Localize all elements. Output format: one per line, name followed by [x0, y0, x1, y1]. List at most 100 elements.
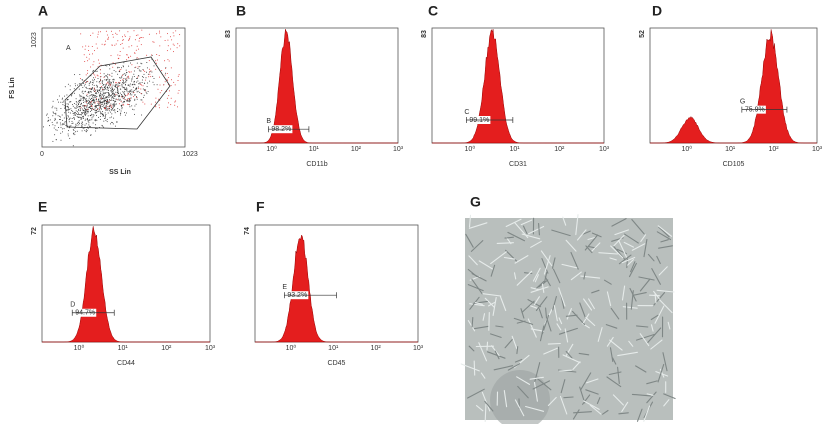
event-dot	[46, 113, 48, 115]
event-dot	[87, 95, 89, 97]
cell	[583, 298, 593, 311]
event-dot	[97, 105, 99, 106]
event-dot	[139, 83, 141, 85]
event-dot	[126, 71, 127, 73]
event-dot	[166, 50, 168, 52]
event-dot	[114, 102, 116, 104]
event-dot	[88, 125, 90, 127]
event-dot	[87, 100, 88, 102]
event-dot	[75, 98, 77, 100]
event-dot	[107, 83, 109, 85]
event-dot	[88, 102, 89, 104]
panel-letter: C	[428, 3, 438, 19]
event-dot	[111, 91, 112, 93]
event-dot	[119, 88, 121, 90]
event-dot	[81, 112, 83, 114]
event-dot	[166, 73, 168, 74]
event-dot	[107, 112, 109, 114]
event-dot	[68, 130, 69, 132]
cell	[623, 241, 635, 248]
event-dot	[76, 123, 78, 124]
event-dot	[85, 87, 87, 89]
event-dot	[131, 80, 133, 82]
event-dot	[161, 90, 163, 92]
event-dot	[103, 107, 105, 109]
event-dot	[84, 105, 86, 107]
event-dot	[103, 44, 105, 46]
event-dot	[106, 100, 108, 102]
event-dot	[68, 116, 69, 118]
event-dot	[86, 95, 87, 97]
event-dot	[174, 84, 176, 86]
event-dot	[86, 107, 88, 109]
event-dot	[114, 63, 116, 65]
event-dot	[131, 105, 133, 107]
event-dot	[88, 45, 90, 47]
cell	[646, 380, 658, 385]
cell	[582, 394, 591, 405]
event-dot	[144, 89, 145, 91]
event-dot	[129, 91, 131, 93]
cell	[608, 371, 622, 376]
event-dot	[123, 78, 125, 79]
event-dot	[167, 39, 169, 41]
event-dot	[71, 118, 73, 119]
event-dot	[92, 64, 94, 66]
event-dot	[89, 82, 91, 84]
event-dot	[92, 99, 94, 101]
event-dot	[106, 79, 108, 81]
event-dot	[90, 107, 91, 109]
event-dot	[109, 106, 111, 108]
x-tick-label: 10¹	[309, 146, 320, 153]
event-dot	[137, 80, 139, 82]
event-dot	[105, 108, 107, 110]
event-dot	[64, 112, 66, 114]
event-dot	[91, 46, 93, 47]
event-dot	[108, 36, 109, 38]
cell	[643, 238, 648, 258]
event-dot	[54, 107, 56, 109]
event-dot	[129, 94, 131, 96]
event-dot	[104, 79, 106, 81]
event-dot	[105, 97, 107, 99]
event-dot	[91, 88, 92, 90]
event-dot	[78, 109, 80, 111]
event-dot	[114, 110, 116, 112]
cell	[656, 289, 675, 293]
event-dot	[97, 101, 99, 103]
cell	[650, 314, 659, 321]
event-dot	[49, 125, 50, 127]
event-dot	[147, 82, 149, 84]
event-dot	[94, 120, 96, 122]
event-dot	[146, 86, 148, 88]
event-dot	[156, 62, 157, 64]
event-dot	[89, 101, 91, 103]
event-dot	[108, 100, 110, 102]
event-dot	[150, 103, 152, 105]
event-dot	[60, 132, 62, 134]
event-dot	[97, 31, 99, 33]
event-dot	[175, 30, 177, 32]
event-dot	[68, 109, 70, 111]
event-dot	[54, 134, 56, 136]
event-dot	[177, 43, 179, 45]
event-dot	[105, 110, 107, 111]
event-dot	[137, 34, 139, 36]
cell	[646, 393, 654, 396]
event-dot	[145, 89, 147, 91]
cell	[609, 347, 614, 363]
cell	[514, 399, 525, 417]
event-dot	[128, 39, 130, 41]
event-dot	[94, 91, 96, 92]
event-dot	[78, 123, 80, 124]
event-dot	[122, 47, 124, 49]
event-dot	[47, 120, 49, 122]
cell	[521, 233, 541, 240]
event-dot	[145, 77, 147, 79]
event-dot	[83, 85, 85, 87]
event-dot	[77, 84, 78, 86]
event-dot	[96, 89, 98, 91]
event-dot	[88, 92, 90, 94]
event-dot	[101, 81, 103, 83]
event-dot	[77, 111, 78, 113]
